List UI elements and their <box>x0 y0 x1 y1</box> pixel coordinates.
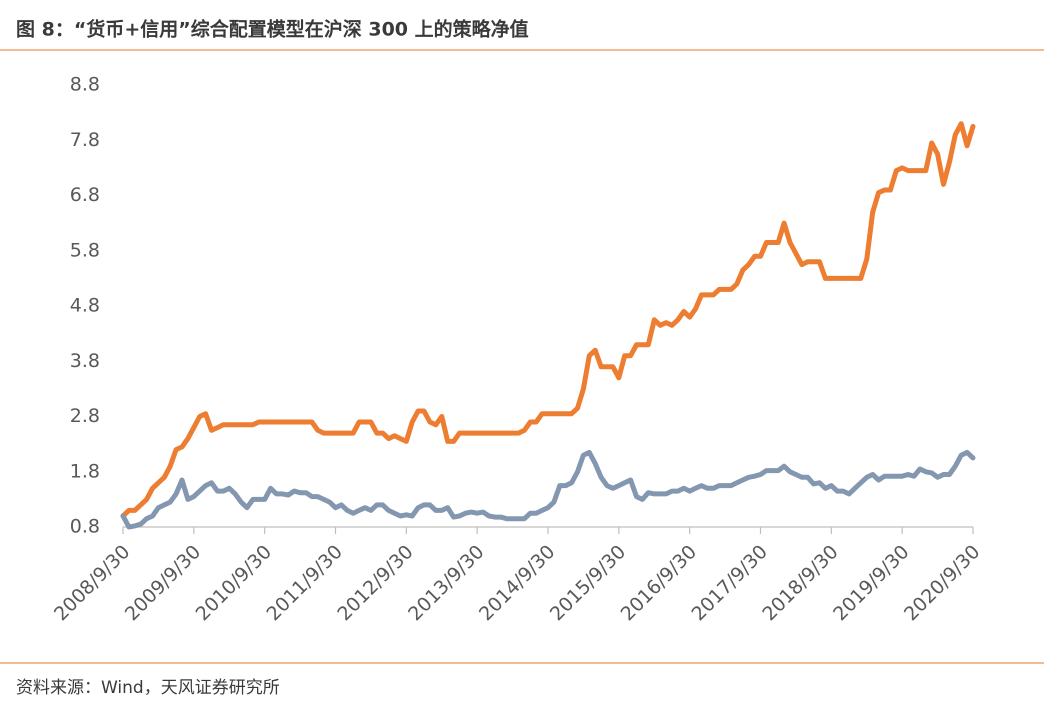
x-tick-label: 2013/9/30 <box>404 541 488 625</box>
y-tick-label: 6.8 <box>70 184 100 206</box>
x-tick-label: 2010/9/30 <box>192 541 276 625</box>
y-tick-label: 3.8 <box>70 350 100 372</box>
x-tick-label: 2020/9/30 <box>900 541 984 625</box>
series-line <box>120 449 976 530</box>
y-tick-label: 7.8 <box>70 129 100 151</box>
x-tick-label: 2017/9/30 <box>687 541 771 625</box>
x-tick-label: 2015/9/30 <box>546 541 630 625</box>
series-line <box>120 121 976 519</box>
y-tick-label: 2.8 <box>70 405 100 427</box>
source-note: 资料来源：Wind，天风证券研究所 <box>16 678 280 698</box>
chart-title: 图 8：“货币+信用”综合配置模型在沪深 300 上的策略净值 <box>16 18 529 41</box>
y-tick-label: 8.8 <box>70 74 100 96</box>
y-tick-label: 1.8 <box>70 460 100 482</box>
x-tick-label: 2019/9/30 <box>829 541 913 625</box>
x-tick-label: 2012/9/30 <box>333 541 417 625</box>
y-tick-label: 0.8 <box>70 516 100 538</box>
x-tick-label: 2018/9/30 <box>758 541 842 625</box>
x-tick-label: 2008/9/30 <box>50 541 134 625</box>
y-tick-label: 4.8 <box>70 295 100 317</box>
y-tick-label: 5.8 <box>70 239 100 261</box>
x-tick-label: 2016/9/30 <box>617 541 701 625</box>
x-tick-label: 2011/9/30 <box>262 541 346 625</box>
x-tick-label: 2014/9/30 <box>475 541 559 625</box>
x-tick-label: 2009/9/30 <box>121 541 205 625</box>
